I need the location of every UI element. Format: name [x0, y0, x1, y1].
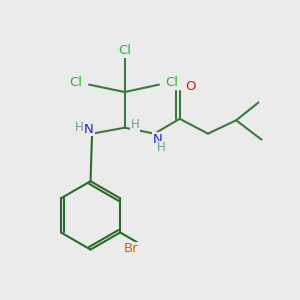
Text: O: O [185, 80, 195, 94]
Text: H: H [131, 118, 140, 131]
Text: Br: Br [123, 242, 138, 255]
Text: Cl: Cl [118, 44, 131, 57]
Text: N: N [153, 133, 162, 146]
Text: H: H [75, 121, 84, 134]
Text: Cl: Cl [165, 76, 178, 89]
Text: H: H [157, 141, 165, 154]
Text: N: N [84, 123, 94, 136]
Text: Cl: Cl [69, 76, 82, 89]
